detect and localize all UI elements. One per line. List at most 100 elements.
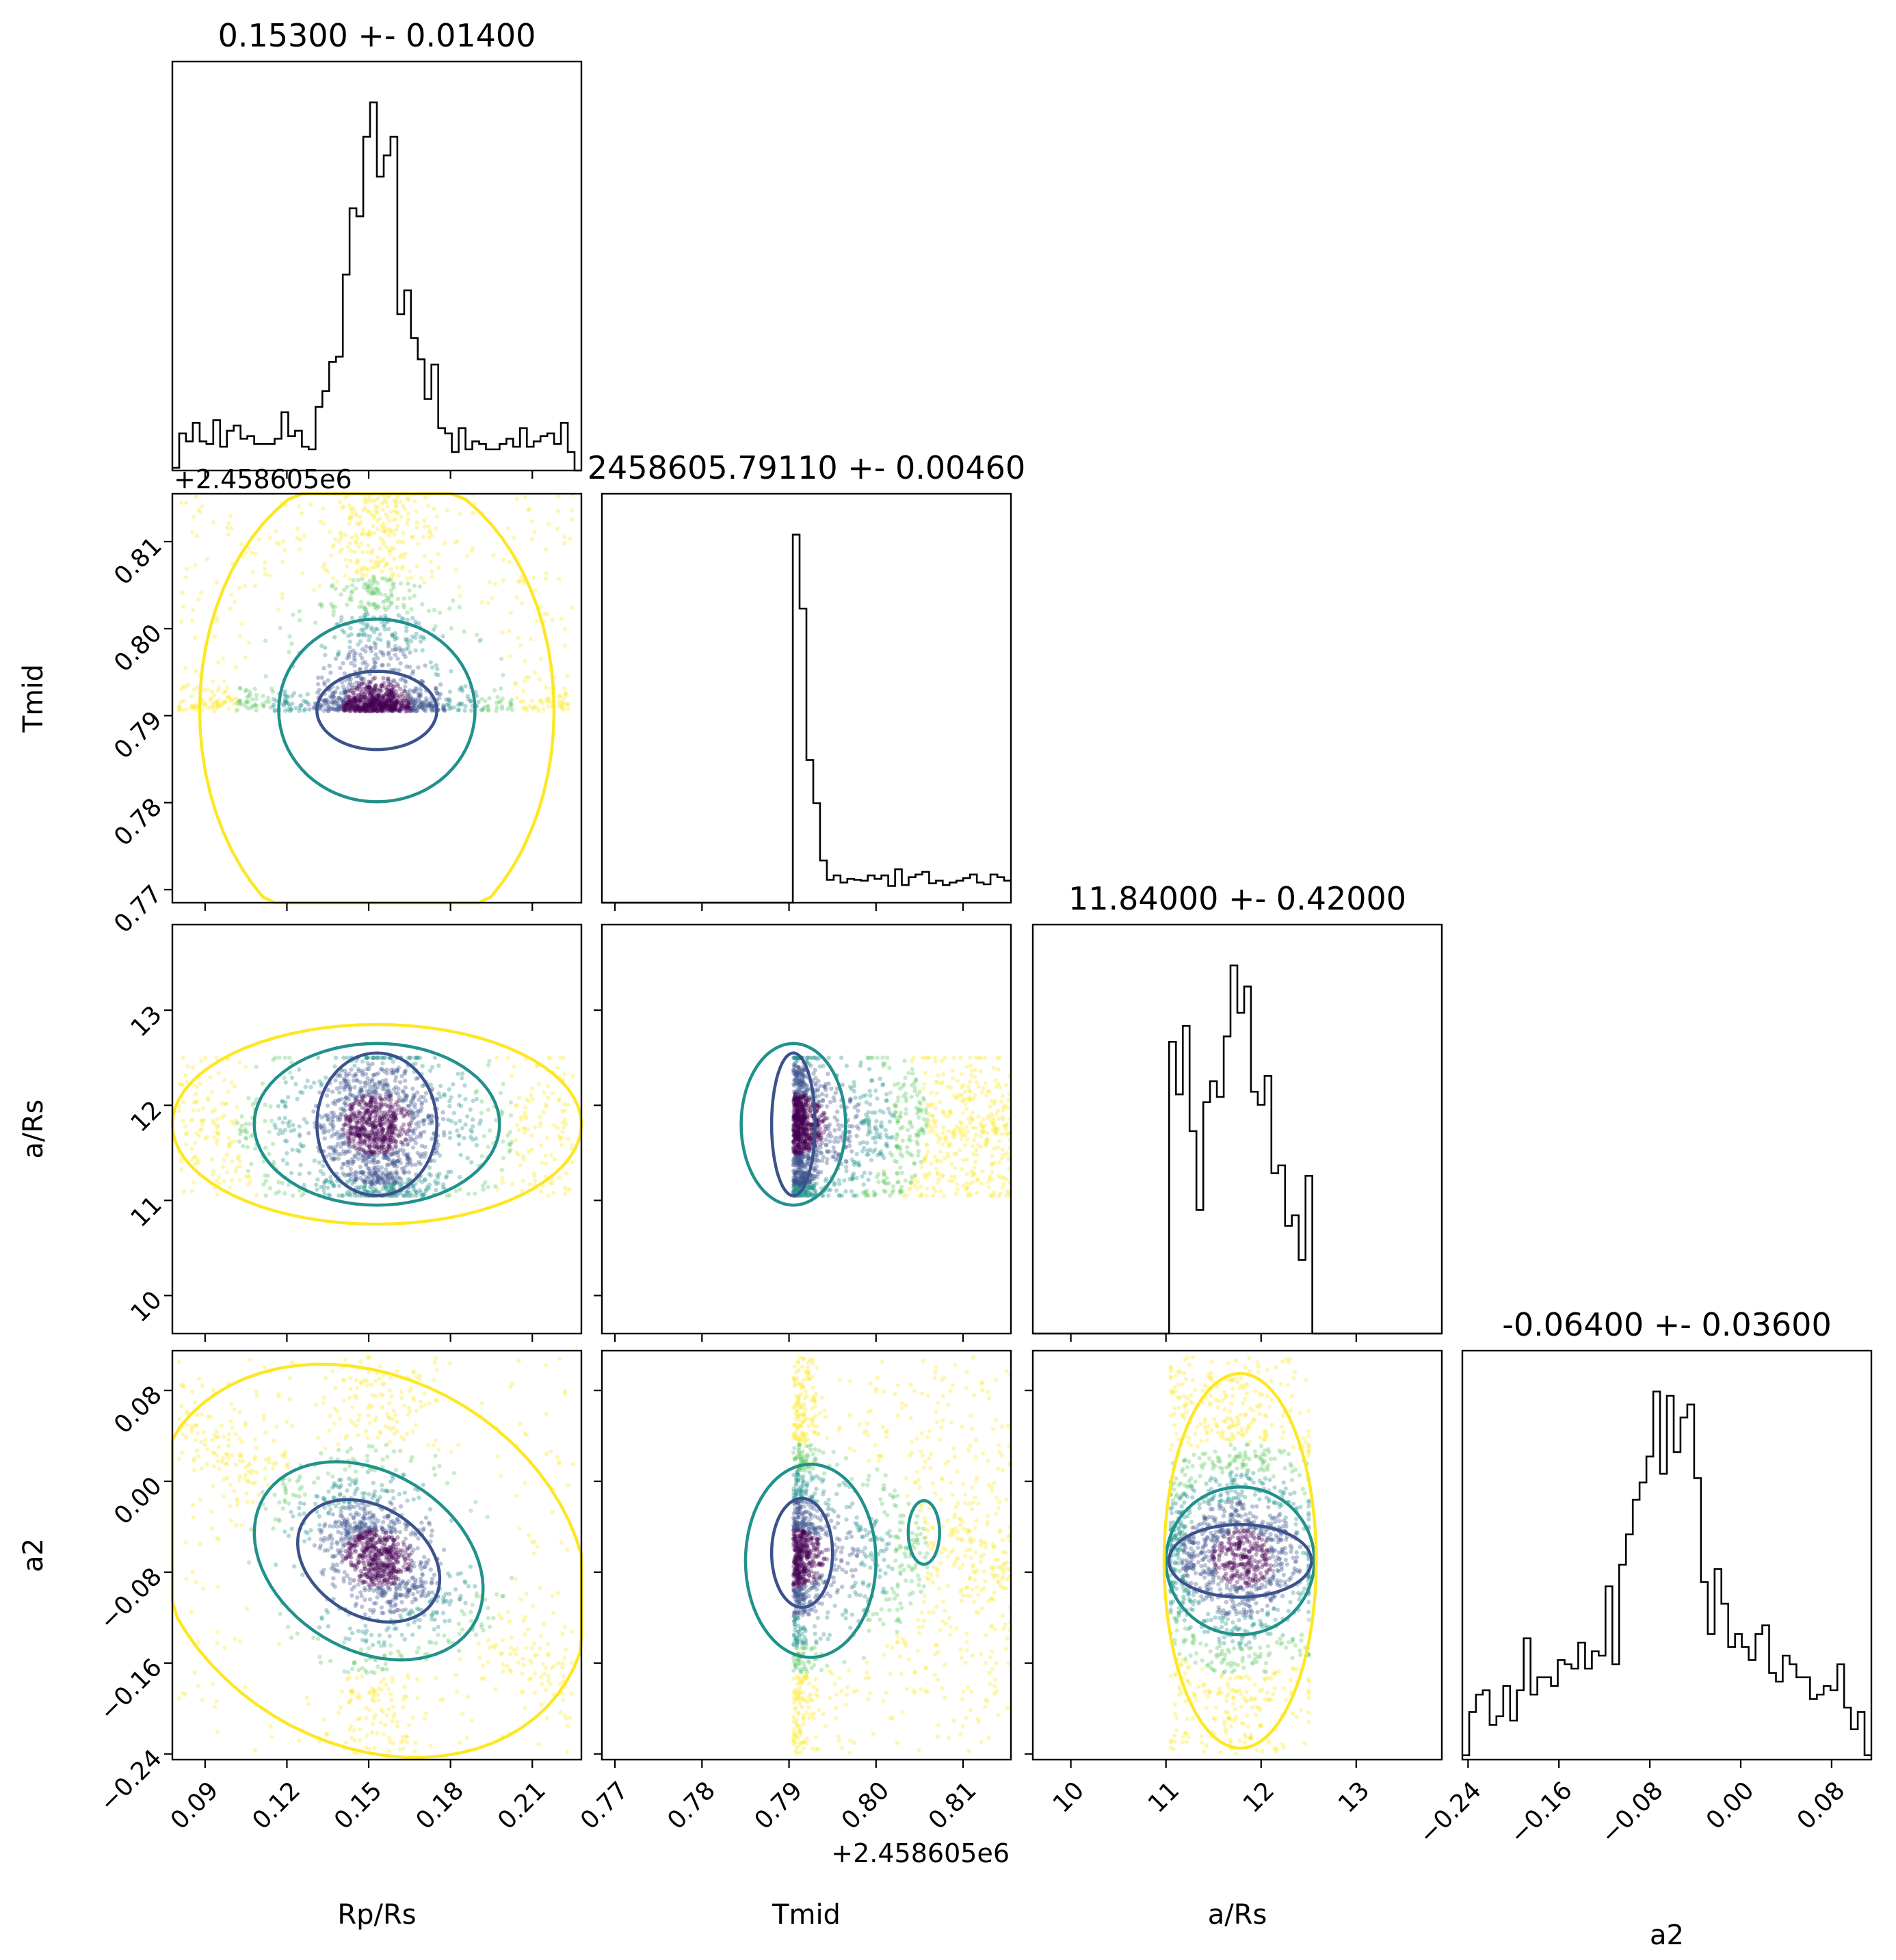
- scatter-point: [276, 1189, 282, 1194]
- scatter-point: [405, 1141, 410, 1147]
- scatter-point: [394, 702, 399, 706]
- scatter-point: [865, 1115, 871, 1120]
- scatter-point: [399, 707, 404, 712]
- scatter-point: [369, 1104, 374, 1109]
- scatter-point: [847, 1099, 852, 1104]
- scatter-point: [808, 1136, 813, 1141]
- scatter-point: [368, 1150, 373, 1154]
- scatter-point: [480, 706, 486, 712]
- scatter-point: [799, 1120, 804, 1126]
- scatter-point: [811, 1184, 817, 1189]
- scatter-point: [342, 630, 347, 635]
- scatter-point: [226, 1144, 231, 1150]
- scatter-point: [372, 578, 377, 583]
- scatter-point: [356, 1141, 360, 1146]
- scatter-point: [858, 1095, 863, 1100]
- scatter-point: [362, 1141, 367, 1146]
- scatter-point: [960, 1097, 966, 1102]
- scatter-point: [321, 698, 326, 703]
- scatter-point: [230, 1159, 235, 1164]
- scatter-point: [358, 1126, 363, 1131]
- scatter-point: [177, 1109, 182, 1113]
- scatter-point: [551, 1123, 557, 1128]
- scatter-point: [815, 1157, 820, 1162]
- scatter-point: [884, 1143, 888, 1148]
- scatter-point: [367, 700, 372, 705]
- scatter-point: [385, 676, 391, 681]
- scatter-point: [847, 1139, 852, 1144]
- scatter-point: [992, 1146, 997, 1151]
- scatter-point: [868, 1130, 873, 1135]
- scatter-point: [405, 1189, 410, 1195]
- scatter-point: [243, 1174, 248, 1179]
- scatter-point: [376, 1136, 381, 1141]
- scatter-point: [393, 700, 398, 705]
- scatter-point: [404, 639, 409, 644]
- scatter-point: [998, 1191, 1003, 1196]
- scatter-point: [272, 708, 277, 713]
- scatter-point: [794, 1076, 799, 1081]
- scatter-point: [912, 1089, 917, 1094]
- scatter-point: [351, 578, 356, 583]
- scatter-point: [363, 1178, 367, 1184]
- scatter-point: [935, 1171, 940, 1176]
- scatter-point: [326, 1114, 331, 1119]
- scatter-point: [410, 706, 414, 711]
- scatter-point: [391, 1161, 395, 1166]
- scatter-point: [345, 1073, 350, 1078]
- scatter-point: [352, 1111, 357, 1116]
- scatter-point: [353, 1129, 358, 1134]
- scatter-point: [350, 699, 355, 704]
- scatter-point: [350, 1181, 354, 1187]
- scatter-point: [888, 1150, 893, 1156]
- scatter-point: [379, 1165, 384, 1170]
- scatter-point: [371, 705, 376, 710]
- scatter-point: [832, 1115, 837, 1120]
- scatter-point: [982, 1129, 986, 1135]
- scatter-point: [387, 698, 393, 703]
- scatter-point: [233, 599, 237, 605]
- scatter-point: [427, 703, 432, 708]
- scatter-point: [360, 704, 365, 708]
- scatter-point: [858, 1121, 863, 1126]
- scatter-point: [795, 1134, 800, 1139]
- scatter-point: [321, 564, 326, 569]
- scatter-point: [205, 1135, 209, 1139]
- scatter-point: [410, 707, 415, 713]
- scatter-point: [966, 1085, 971, 1089]
- scatter-point: [417, 698, 422, 704]
- scatter-point: [802, 1147, 806, 1152]
- scatter-point: [345, 1149, 350, 1154]
- scatter-point: [352, 707, 357, 712]
- scatter-point: [248, 692, 253, 697]
- scatter-point: [370, 693, 375, 698]
- scatter-point: [356, 674, 360, 678]
- scatter-point: [934, 1118, 938, 1124]
- scatter-point: [364, 1120, 369, 1125]
- scatter-point: [348, 506, 353, 512]
- scatter-point: [396, 667, 401, 673]
- scatter-point: [252, 583, 257, 588]
- scatter-point: [205, 1096, 210, 1101]
- scatter-point: [440, 1185, 446, 1190]
- scatter-point: [395, 1069, 399, 1074]
- scatter-point: [369, 625, 374, 630]
- scatter-point: [379, 1130, 384, 1135]
- scatter-point: [376, 1106, 382, 1111]
- scatter-point: [372, 1109, 378, 1114]
- scatter-point: [380, 1102, 385, 1107]
- scatter-point: [371, 1137, 376, 1142]
- scatter-point: [437, 1171, 442, 1176]
- scatter-point: [298, 1089, 303, 1095]
- scatter-point: [391, 1087, 397, 1091]
- scatter-point: [421, 1095, 426, 1100]
- scatter-point: [343, 1122, 347, 1127]
- scatter-point: [233, 1084, 237, 1089]
- scatter-point: [798, 1159, 804, 1164]
- scatter-point: [211, 1169, 216, 1174]
- scatter-point: [795, 1139, 800, 1145]
- scatter-point: [354, 704, 359, 709]
- scatter-point: [999, 1156, 1005, 1161]
- scatter-point: [916, 1149, 921, 1154]
- scatter-point: [797, 1070, 802, 1076]
